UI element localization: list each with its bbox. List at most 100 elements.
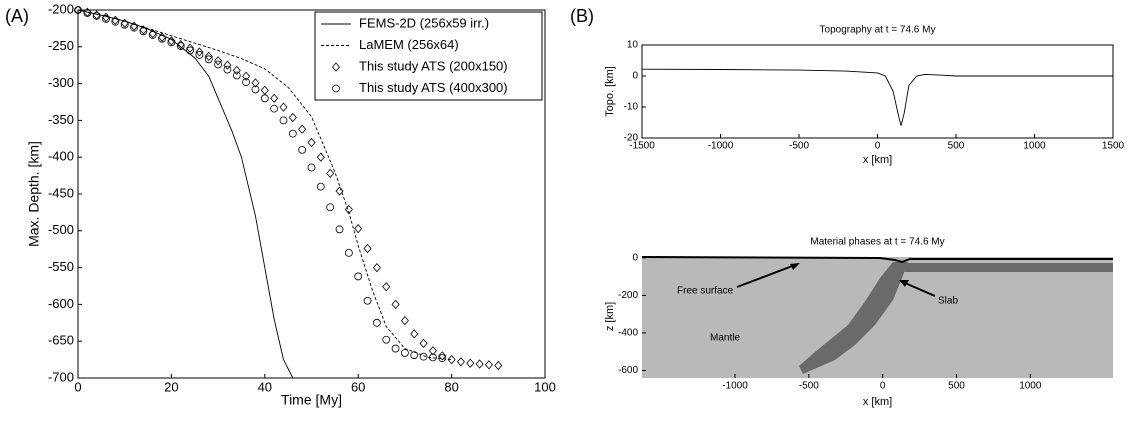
circle-marker (139, 27, 148, 36)
x-tick-label: 60 (351, 379, 365, 394)
circle-marker (242, 78, 251, 87)
circle-marker (354, 272, 363, 281)
line (77, 9, 452, 361)
diamond-marker (111, 15, 120, 25)
arrow-head (790, 263, 800, 270)
y-axis-label: Topo. [km] (604, 66, 616, 117)
circle-marker (400, 349, 409, 357)
circle-marker (316, 182, 325, 191)
diamond-marker (73, 5, 83, 15)
diamond-marker (186, 43, 195, 53)
x-tick-label: 0 (880, 381, 886, 392)
diamond-marker (288, 112, 297, 123)
legend-swatch (331, 62, 341, 72)
circle-marker (232, 71, 241, 80)
diamond-marker (475, 359, 484, 369)
y-tick-label: -200 (48, 1, 74, 16)
y-tick-label: -200 (618, 290, 638, 301)
diamond-marker (354, 223, 363, 234)
x-tick-label: 500 (948, 381, 965, 392)
diamond-marker (344, 204, 353, 215)
x-axis-label: x [km] (863, 396, 892, 408)
legend-label: This study ATS (200x150) (359, 58, 508, 73)
free-surface-line (641, 256, 1113, 264)
x-tick-label: -1000 (708, 141, 734, 152)
panel-label: (A) (5, 6, 29, 26)
plot-frame (641, 44, 1114, 139)
x-tick-label: -500 (789, 141, 809, 152)
circle-marker (270, 104, 279, 113)
circle-marker (429, 353, 437, 362)
circle-marker (83, 9, 92, 17)
diamond-marker (195, 47, 204, 57)
y-tick-label: -550 (48, 259, 74, 274)
circle-marker (223, 65, 232, 74)
x-tick-label: 500 (948, 141, 965, 152)
circle-marker (176, 42, 185, 50)
circle-marker (288, 129, 297, 138)
arrow-head (899, 280, 909, 287)
y-tick-label: -350 (48, 112, 74, 127)
diamond-marker (307, 137, 316, 148)
x-tick-label: -1500 (629, 141, 655, 152)
x-tick-label: 0 (875, 141, 881, 152)
legend-label: This study ATS (400x300) (359, 80, 508, 95)
circle-marker (372, 318, 381, 327)
annotation: Free surface (677, 286, 734, 297)
y-axis-label: Max. Depth. [km] (26, 141, 42, 247)
diamond-marker (242, 71, 251, 81)
circle-marker (260, 94, 269, 103)
x-axis-label: x [km] (863, 154, 892, 166)
circle-marker (195, 50, 204, 59)
phase-image (641, 256, 1113, 378)
line (641, 68, 1113, 126)
y-tick-label: 0 (632, 252, 638, 263)
circle-marker (391, 344, 400, 353)
diamond-marker (260, 85, 269, 95)
diamond-marker (298, 124, 307, 134)
x-tick-label: 0 (74, 379, 81, 394)
diamond-marker (410, 329, 419, 339)
circle-marker (130, 23, 138, 32)
diamond-marker (232, 65, 241, 75)
circle-marker (186, 46, 194, 55)
diamond-marker (223, 60, 232, 70)
circle-marker (120, 20, 129, 29)
diamond-marker (382, 282, 391, 292)
annotations: Free surface Slab Mantle (677, 263, 958, 344)
y-axis-label: z [km] (604, 302, 616, 331)
diamond-marker (251, 78, 260, 88)
circle-marker (158, 34, 166, 43)
slab (799, 262, 908, 374)
chart-title: Topography at t = 74.6 My (820, 25, 936, 36)
circle-marker (410, 351, 419, 360)
x-tick-label: -1000 (722, 381, 748, 392)
line (77, 9, 294, 379)
panel-label: (B) (570, 6, 594, 26)
diamond-marker (326, 168, 335, 178)
diamond-marker (335, 186, 344, 196)
circle-marker (363, 296, 372, 305)
circle-marker (74, 6, 82, 14)
diamond-marker (204, 51, 213, 61)
y-tick-label: -650 (48, 333, 74, 348)
circle-marker (326, 203, 335, 212)
annotation: Mantle (710, 333, 740, 344)
y-tick-label: -600 (48, 296, 74, 311)
diamond-marker (270, 93, 279, 103)
diamond-marker (428, 346, 437, 356)
x-tick-label: 20 (164, 379, 178, 394)
circle-marker (307, 163, 316, 172)
x-tick-label: 1000 (1023, 141, 1046, 152)
circle-marker (111, 17, 120, 26)
y-tick-label: -400 (618, 328, 638, 339)
arrow (736, 264, 796, 288)
arrow (904, 282, 936, 297)
diamond-marker (447, 354, 456, 365)
legend-swatch (332, 84, 340, 93)
annotation: Slab (938, 296, 958, 307)
circle-marker (92, 11, 101, 20)
diamond-marker (456, 357, 465, 367)
